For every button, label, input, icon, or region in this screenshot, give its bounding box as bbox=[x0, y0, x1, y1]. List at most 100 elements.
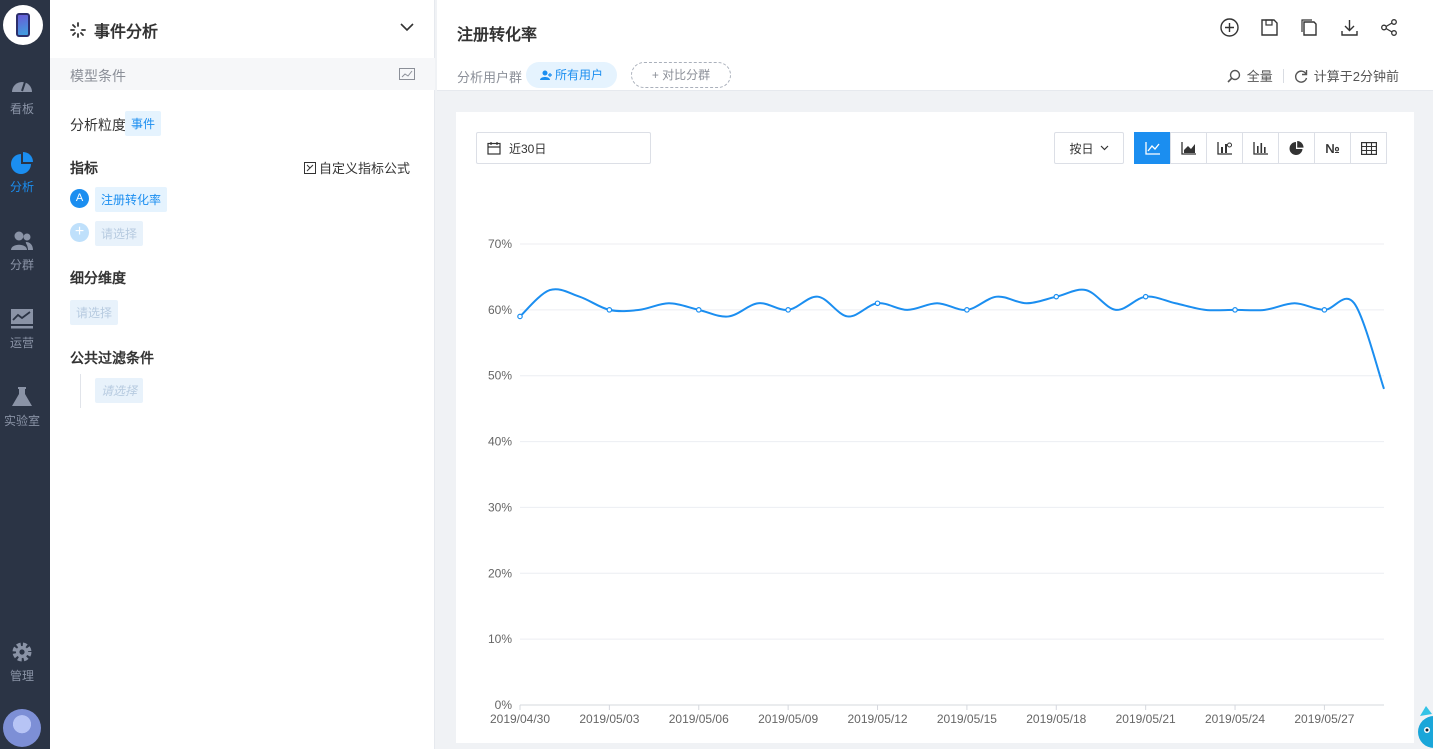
breakdown-select-placeholder[interactable]: 请选择 bbox=[70, 300, 119, 325]
model-conditions-label: 模型条件 bbox=[70, 68, 126, 84]
data-point bbox=[1053, 293, 1060, 300]
granularity-tag[interactable]: 事件 bbox=[125, 111, 162, 136]
area-chart-icon bbox=[1180, 142, 1196, 155]
pie-chart-icon bbox=[11, 152, 33, 174]
download-icon[interactable] bbox=[1340, 18, 1359, 37]
y-tick-label: 50% bbox=[488, 369, 512, 383]
loading-spinner-icon bbox=[70, 22, 86, 38]
bar-chart-icon bbox=[1252, 142, 1268, 155]
model-conditions-bar[interactable]: 模型条件 bbox=[50, 58, 435, 90]
nav-item-operations[interactable]: 运营 bbox=[0, 308, 44, 351]
breakdown-label: 细分维度 bbox=[70, 270, 126, 286]
nav-item-segments[interactable]: 分群 bbox=[0, 230, 44, 273]
dashboard-gauge-icon bbox=[12, 81, 32, 92]
y-tick-label: 40% bbox=[488, 435, 512, 449]
help-mascot-icon[interactable] bbox=[1408, 694, 1433, 749]
nav-label: 运营 bbox=[9, 336, 34, 350]
y-tick-label: 60% bbox=[488, 303, 512, 317]
custom-formula-text: 自定义指标公式 bbox=[318, 161, 410, 176]
bar-chart-button[interactable] bbox=[1242, 132, 1279, 164]
y-tick-label: 0% bbox=[495, 698, 513, 712]
main-header: 注册转化率 分析用户群 所有用户 + 对比分群 全量 计算于2分钟前 bbox=[437, 0, 1433, 91]
app-logo[interactable] bbox=[3, 5, 43, 45]
filter-select-placeholder[interactable]: 请选择 bbox=[95, 378, 144, 403]
computed-time: 计算于2分钟前 bbox=[1313, 69, 1399, 84]
y-tick-label: 20% bbox=[488, 566, 512, 580]
refresh-icon[interactable] bbox=[1294, 69, 1308, 83]
x-tick-label: 2019/05/12 bbox=[847, 712, 907, 726]
nav-item-analysis[interactable]: 分析 bbox=[0, 152, 44, 195]
compare-segment-button[interactable]: + 对比分群 bbox=[631, 62, 731, 88]
header-toolbar bbox=[1220, 18, 1399, 37]
area-chart-button[interactable] bbox=[1170, 132, 1207, 164]
gear-icon bbox=[12, 642, 32, 662]
search-icon bbox=[1227, 69, 1240, 83]
x-tick-label: 2019/05/21 bbox=[1116, 712, 1176, 726]
nav-item-admin[interactable]: 管理 bbox=[0, 641, 44, 684]
add-metric-plus-icon[interactable]: + bbox=[70, 223, 89, 242]
series-line bbox=[519, 288, 1385, 390]
flask-icon bbox=[12, 387, 32, 406]
user-avatar[interactable] bbox=[3, 709, 41, 747]
data-point bbox=[1321, 307, 1328, 313]
nav-label: 分群 bbox=[9, 258, 34, 272]
table-view-button[interactable] bbox=[1350, 132, 1387, 164]
nav-item-lab[interactable]: 实验室 bbox=[0, 386, 44, 429]
pie-chart-icon bbox=[1289, 140, 1304, 155]
header-status: 全量 计算于2分钟前 bbox=[1227, 66, 1399, 85]
add-circle-icon[interactable] bbox=[1220, 18, 1239, 37]
stacked-bar-chart-button[interactable] bbox=[1206, 132, 1243, 164]
data-point bbox=[695, 307, 702, 313]
x-tick-label: 2019/05/06 bbox=[669, 712, 729, 726]
chevron-down-icon[interactable] bbox=[400, 20, 414, 34]
users-group-icon bbox=[11, 231, 33, 250]
custom-formula-link[interactable]: 自定义指标公式 bbox=[303, 158, 410, 177]
user-icon bbox=[540, 70, 552, 80]
x-tick-label: 2019/05/15 bbox=[937, 712, 997, 726]
data-point bbox=[1232, 307, 1238, 313]
divider bbox=[1282, 68, 1284, 83]
granularity-label: 分析粒度 bbox=[70, 117, 126, 133]
metric-select-placeholder[interactable]: 请选择 bbox=[95, 221, 144, 246]
panel-title-text: 事件分析 bbox=[94, 24, 159, 41]
chevron-down-icon bbox=[1100, 145, 1108, 151]
metric-a-badge: A bbox=[70, 189, 89, 208]
y-tick-label: 10% bbox=[488, 632, 512, 646]
folder-chart-icon[interactable] bbox=[399, 68, 415, 80]
line-chart-button[interactable] bbox=[1134, 132, 1171, 164]
group-by-select[interactable]: 按日 bbox=[1054, 132, 1124, 164]
x-tick-label: 2019/05/24 bbox=[1205, 712, 1265, 726]
nav-item-dashboard[interactable]: 看板 bbox=[0, 74, 44, 117]
data-point bbox=[517, 313, 523, 320]
formula-icon bbox=[303, 161, 316, 174]
line-chart-icon bbox=[1144, 142, 1160, 155]
data-point bbox=[1142, 293, 1149, 300]
phone-logo-icon bbox=[16, 13, 30, 37]
chart-type-switcher: № bbox=[1134, 132, 1387, 164]
pie-chart-button[interactable] bbox=[1278, 132, 1315, 164]
nav-label: 看板 bbox=[9, 102, 34, 116]
scope-toggle[interactable]: 全量 bbox=[1246, 69, 1273, 84]
save-icon[interactable] bbox=[1260, 18, 1279, 37]
segment-all-users-pill[interactable]: 所有用户 bbox=[526, 62, 618, 88]
nav-label: 实验室 bbox=[3, 414, 40, 428]
date-range-picker[interactable]: 近30日 bbox=[476, 132, 651, 164]
date-range-value: 近30日 bbox=[509, 141, 547, 156]
nav-label: 管理 bbox=[9, 669, 34, 683]
metric-a-tag[interactable]: 注册转化率 bbox=[95, 187, 168, 212]
calendar-icon bbox=[487, 142, 501, 155]
left-nav: 看板 分析 分群 运营 实验室 管理 bbox=[0, 0, 50, 749]
segment-value: 所有用户 bbox=[555, 68, 604, 82]
number-chart-button[interactable]: № bbox=[1314, 132, 1351, 164]
data-point bbox=[606, 307, 613, 313]
save-as-icon[interactable] bbox=[1300, 18, 1319, 37]
report-title: 注册转化率 bbox=[457, 27, 538, 44]
config-panel: 事件分析 模型条件 分析粒度 事件 指标 自定义指标公式 A 注册转化率 + 请… bbox=[50, 0, 435, 749]
y-tick-label: 30% bbox=[488, 500, 512, 514]
numero-icon: № bbox=[1325, 140, 1340, 156]
line-chart: 0% 10% 20% 30% 40% 50% 60% 70% 2019/04/30 2019/05… bbox=[488, 237, 1385, 726]
nav-label: 分析 bbox=[9, 180, 34, 194]
share-icon[interactable] bbox=[1380, 18, 1399, 37]
data-point bbox=[785, 307, 791, 313]
panel-title: 事件分析 bbox=[70, 18, 158, 42]
